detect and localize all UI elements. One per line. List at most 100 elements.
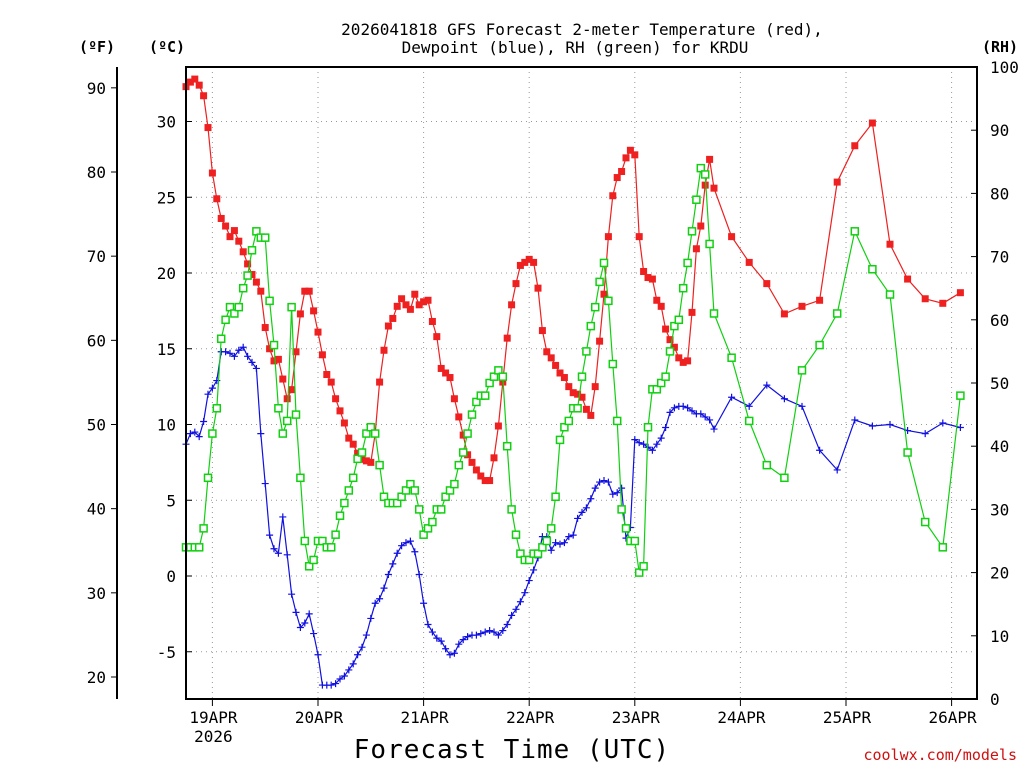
rh-point	[516, 549, 525, 558]
temp-point	[490, 454, 498, 462]
c-tick-label: 30	[157, 113, 176, 132]
temp-point	[323, 371, 331, 379]
rh-point	[454, 460, 464, 470]
rh-point	[428, 517, 437, 527]
rh-point	[463, 429, 472, 438]
dew-point	[600, 477, 608, 485]
temp-point	[569, 389, 577, 397]
rh-point	[230, 309, 239, 318]
dew-point	[455, 640, 463, 648]
dew-point	[921, 430, 929, 438]
temp-point	[556, 369, 564, 377]
dew-point	[499, 627, 507, 635]
dew-point	[556, 540, 564, 548]
rh-point	[489, 372, 499, 381]
rh-point	[458, 448, 468, 457]
dew-point	[662, 424, 670, 432]
dew-point	[657, 434, 665, 442]
dew-point	[371, 599, 379, 607]
rh-point	[608, 359, 618, 369]
temp-point	[279, 375, 287, 383]
temp-point	[191, 75, 199, 83]
dew-point	[613, 489, 621, 497]
dew-point	[380, 584, 388, 592]
temp-point	[679, 358, 687, 366]
dew-point	[833, 466, 841, 474]
rh-tick-label: 50	[990, 374, 1009, 393]
rh-point	[639, 562, 648, 571]
rh-point	[472, 397, 481, 407]
rh-point	[815, 340, 824, 350]
temp-point	[332, 395, 340, 403]
rh-point	[832, 309, 842, 318]
temp-point	[609, 192, 617, 200]
rh-point	[696, 163, 706, 173]
rh-point	[467, 410, 477, 419]
rh-point	[269, 340, 279, 350]
dew-point	[591, 484, 599, 492]
dew-point	[402, 539, 410, 547]
rh-point	[353, 454, 362, 464]
dew-point	[477, 630, 485, 638]
dew-point	[596, 478, 604, 486]
temp-point	[327, 378, 335, 386]
rh-point	[612, 416, 622, 426]
dew-point	[406, 537, 414, 545]
series-line	[186, 166, 961, 575]
dew-point	[512, 605, 520, 613]
rh-point	[260, 233, 270, 242]
dew-point	[684, 404, 692, 412]
dew-point	[389, 560, 397, 568]
rh-point	[885, 290, 895, 299]
temp-point	[516, 261, 524, 269]
dew-point	[204, 390, 212, 398]
temp-point	[424, 296, 432, 304]
rh-point	[599, 258, 609, 268]
dew-point	[956, 424, 964, 432]
temp-point	[358, 455, 366, 463]
temp-point	[868, 119, 876, 127]
rh-point	[203, 473, 213, 483]
dew-point	[525, 577, 533, 585]
chart-title-line2: Dewpoint (blue), RH (green) for KRDU	[402, 38, 749, 57]
rh-point	[340, 498, 349, 508]
temp-point	[437, 364, 445, 372]
rh-point	[291, 410, 301, 419]
temp-point	[635, 233, 643, 241]
f-tick-label: 90	[87, 79, 106, 98]
rh-point	[247, 246, 257, 255]
temp-point	[305, 287, 313, 295]
temp-point	[565, 383, 573, 391]
rh-point	[366, 422, 376, 432]
rh-point	[502, 441, 512, 451]
temp-point	[362, 457, 370, 465]
rh-point	[208, 429, 217, 438]
dew-point	[565, 533, 573, 541]
temp-point	[367, 458, 375, 466]
temp-point	[200, 92, 208, 100]
f-tick-label: 30	[87, 584, 106, 603]
c-tick-label: 25	[157, 188, 176, 207]
rh-point	[234, 302, 244, 312]
dew-point	[464, 633, 472, 641]
rh-point	[397, 492, 406, 502]
rh-point	[762, 460, 772, 470]
c-tick-label: 15	[157, 340, 176, 359]
rh-point	[212, 404, 222, 413]
rh-point	[903, 448, 912, 457]
dew-point	[283, 551, 291, 559]
temp-point	[310, 307, 318, 315]
temp-point	[833, 178, 841, 186]
c-tick-label: 5	[166, 491, 176, 510]
temp-point	[534, 284, 542, 292]
dew-point	[706, 416, 714, 424]
rh-point	[401, 486, 411, 495]
rh-point	[348, 473, 358, 483]
rh-point	[507, 505, 516, 514]
temperature-series	[182, 75, 964, 485]
rh-point	[560, 422, 569, 432]
temp-point	[697, 222, 705, 230]
dew-point	[415, 570, 423, 578]
dew-point	[670, 404, 678, 412]
